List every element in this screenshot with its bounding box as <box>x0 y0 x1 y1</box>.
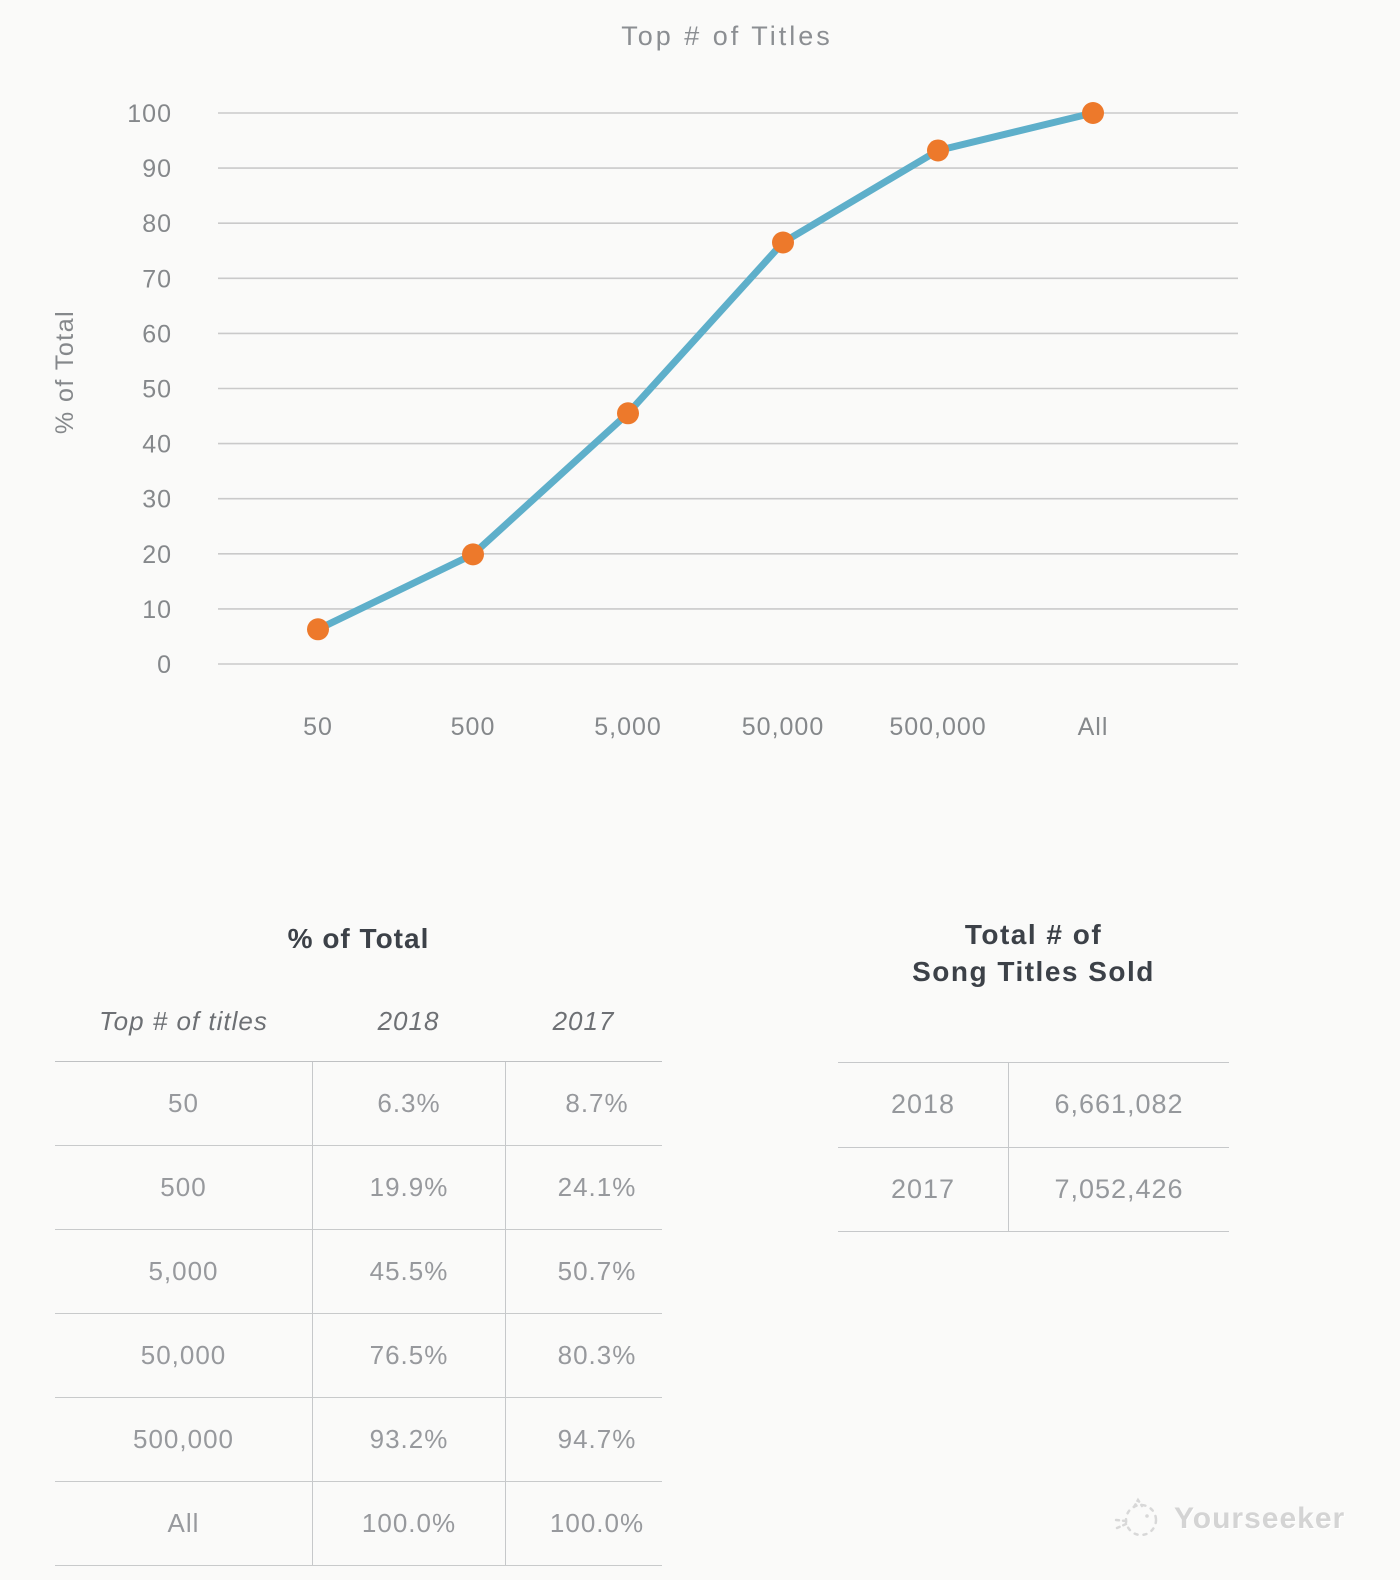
data-point <box>307 618 329 641</box>
table-row: 2018 6,661,082 <box>838 1063 1229 1148</box>
x-tick-label: 500 <box>451 713 496 741</box>
table-cell: 45.5% <box>312 1230 505 1313</box>
x-axis-ticks: 50 500 5,000 50,000 500,000 All <box>303 713 1109 741</box>
table-cell: 93.2% <box>312 1398 505 1481</box>
table-row: 500,000 93.2% 94.7% <box>55 1398 662 1482</box>
line-chart: Top # of Titles % of Total 0 10 20 30 40 50 60… <box>51 21 1238 741</box>
table-cell: 7,052,426 <box>1008 1147 1229 1231</box>
data-point <box>772 231 794 254</box>
pct-of-total-table: % of Total Top # of titles 2018 2017 50 6… <box>55 916 662 1566</box>
table-cell: 100.0% <box>312 1482 505 1565</box>
y-tick-label: 40 <box>142 431 172 459</box>
table-cell: 50 <box>168 1088 199 1118</box>
pct-table-body: 50 6.3% 8.7% 500 19.9% 24.1% 5,000 45.5% 50.7% 50… <box>55 1062 662 1566</box>
table-cell: 5,000 <box>148 1256 219 1286</box>
table-cell: 24.1% <box>505 1146 662 1229</box>
table-cell: All <box>167 1508 200 1538</box>
table-cell: 500,000 <box>133 1424 234 1454</box>
table-cell: 80.3% <box>505 1314 662 1397</box>
pct-table-title: % of Total <box>287 923 430 954</box>
totals-table-title: Total # of Song Titles Sold <box>838 916 1229 990</box>
y-axis-label: % of Total <box>51 310 79 434</box>
table-row: 50 6.3% 8.7% <box>55 1062 662 1146</box>
table-row: All 100.0% 100.0% <box>55 1482 662 1566</box>
totals-table: Total # of Song Titles Sold 2018 6,661,08… <box>838 916 1229 1232</box>
table-row: 2017 7,052,426 <box>838 1147 1229 1232</box>
data-point <box>617 402 639 425</box>
x-tick-label: All <box>1078 713 1109 741</box>
data-point <box>462 543 484 566</box>
table-cell: 2017 <box>890 1173 956 1204</box>
data-point <box>1082 102 1104 124</box>
pct-header-2018: 2018 <box>377 1006 440 1036</box>
totals-table-body: 2018 6,661,082 2017 7,052,426 <box>838 1062 1229 1232</box>
totals-title-line2: Song Titles Sold <box>912 956 1155 987</box>
totals-title-line1: Total # of <box>964 919 1103 950</box>
table-cell: 76.5% <box>312 1314 505 1397</box>
y-tick-label: 20 <box>142 541 172 569</box>
y-tick-label: 50 <box>142 376 172 404</box>
table-cell: 100.0% <box>505 1482 662 1565</box>
gridlines <box>218 112 1238 665</box>
y-tick-label: 30 <box>142 486 172 514</box>
table-row: 5,000 45.5% 50.7% <box>55 1230 662 1314</box>
data-point <box>927 139 949 162</box>
table-cell: 19.9% <box>312 1146 505 1229</box>
x-tick-label: 5,000 <box>594 713 662 741</box>
data-series <box>307 102 1104 641</box>
table-row: 50,000 76.5% 80.3% <box>55 1314 662 1398</box>
watermark: Yourseeker <box>1114 1494 1345 1544</box>
y-tick-label: 100 <box>127 100 172 128</box>
table-row: 500 19.9% 24.1% <box>55 1146 662 1230</box>
pct-header-titles: Top # of titles <box>99 1006 268 1036</box>
x-tick-label: 500,000 <box>889 713 986 741</box>
table-cell: 6,661,082 <box>1008 1063 1229 1147</box>
yourseeker-logo-icon <box>1114 1497 1158 1537</box>
y-axis-ticks: 0 10 20 30 40 50 60 70 80 90 100 <box>127 100 172 679</box>
y-tick-label: 0 <box>157 651 172 679</box>
x-tick-label: 50,000 <box>742 713 824 741</box>
y-tick-label: 90 <box>142 155 172 183</box>
y-tick-label: 70 <box>142 265 172 293</box>
chart-title: Top # of Titles <box>621 21 833 51</box>
x-tick-label: 50 <box>303 713 333 741</box>
table-cell: 50,000 <box>140 1340 227 1370</box>
table-cell: 2018 <box>890 1089 956 1120</box>
y-tick-label: 80 <box>142 210 172 238</box>
pct-header-2017: 2017 <box>552 1006 615 1036</box>
table-cell: 8.7% <box>505 1062 662 1145</box>
y-tick-label: 60 <box>142 320 172 348</box>
series-line <box>314 109 1097 633</box>
table-cell: 500 <box>160 1172 207 1202</box>
watermark-text: Yourseeker <box>1174 1502 1346 1535</box>
table-cell: 50.7% <box>505 1230 662 1313</box>
pct-table-header-row: Top # of titles 2018 2017 <box>55 954 662 1062</box>
table-cell: 6.3% <box>312 1062 505 1145</box>
table-cell: 94.7% <box>505 1398 662 1481</box>
y-tick-label: 10 <box>142 596 172 624</box>
